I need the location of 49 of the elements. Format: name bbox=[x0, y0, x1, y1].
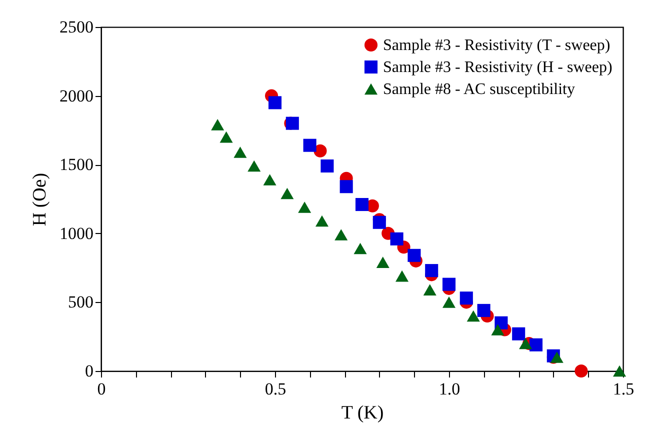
point bbox=[340, 180, 353, 194]
y-tick-label: 2500 bbox=[60, 18, 94, 36]
point bbox=[442, 296, 456, 308]
point bbox=[263, 174, 276, 186]
point bbox=[220, 131, 233, 143]
point bbox=[355, 198, 369, 212]
point bbox=[442, 278, 456, 291]
y-tick-label: 1500 bbox=[60, 155, 94, 174]
y-tick-label: 1000 bbox=[60, 224, 94, 243]
point bbox=[320, 159, 334, 172]
point bbox=[491, 324, 504, 336]
point bbox=[315, 215, 328, 227]
point bbox=[211, 119, 224, 130]
point bbox=[376, 256, 390, 268]
point bbox=[550, 352, 564, 363]
y-tick-label: 0 bbox=[85, 362, 94, 380]
point bbox=[280, 188, 294, 200]
point bbox=[423, 284, 436, 296]
point bbox=[248, 160, 261, 172]
legend-label: Sample #3 - Resistivity (T - sweep) bbox=[383, 37, 610, 54]
point bbox=[372, 216, 386, 229]
point bbox=[466, 310, 480, 322]
x-tick-label: 0 bbox=[97, 380, 106, 398]
point bbox=[354, 242, 367, 254]
point bbox=[234, 146, 247, 158]
point bbox=[408, 248, 421, 262]
x-tick-label: 1.5 bbox=[612, 380, 634, 398]
point bbox=[512, 327, 526, 340]
point bbox=[425, 264, 438, 278]
point bbox=[303, 138, 316, 152]
point bbox=[390, 232, 404, 246]
y-tick-label: 2000 bbox=[60, 86, 94, 106]
point bbox=[396, 270, 409, 282]
x-axis-title: T (K) bbox=[341, 402, 384, 424]
point bbox=[529, 338, 543, 352]
y-tick-label: 500 bbox=[68, 292, 94, 312]
x-tick-label: 0.5 bbox=[264, 380, 286, 398]
y-axis-title: H (Oe) bbox=[30, 172, 50, 226]
point bbox=[334, 229, 348, 240]
point bbox=[574, 364, 588, 378]
legend-label: Sample #3 - Resistivity (H - sweep) bbox=[383, 59, 612, 76]
point bbox=[268, 96, 282, 110]
point bbox=[613, 365, 626, 377]
point bbox=[477, 304, 490, 317]
point bbox=[519, 338, 532, 350]
x-tick-label: 1.0 bbox=[438, 380, 460, 398]
point bbox=[460, 292, 473, 305]
legend-label: Sample #8 - AC susceptibility bbox=[383, 81, 575, 98]
point bbox=[298, 202, 312, 213]
